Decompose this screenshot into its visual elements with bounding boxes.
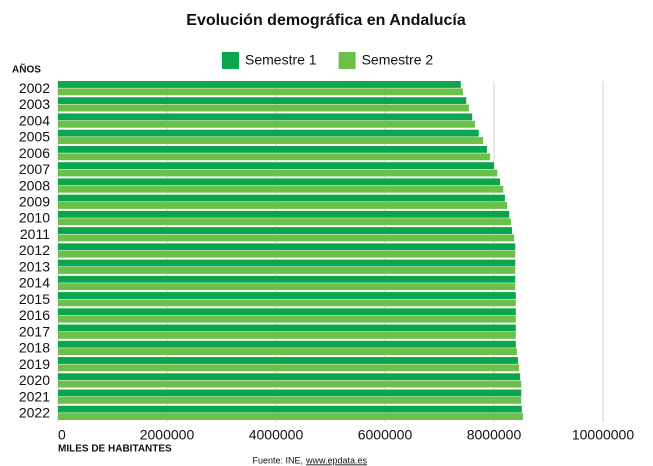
- bar: [58, 202, 508, 209]
- x-tick-label: 4000000: [249, 427, 304, 443]
- y-tick-label: 2005: [19, 129, 50, 145]
- y-axis-label: AÑOS: [12, 63, 41, 76]
- source-link[interactable]: www.epdata.es: [305, 455, 368, 465]
- y-tick-label: 2007: [19, 161, 50, 177]
- bar: [58, 315, 516, 323]
- y-tick-label: 2004: [19, 112, 50, 128]
- bar: [58, 259, 516, 267]
- bar: [58, 396, 522, 404]
- x-tick-label: 8000000: [467, 427, 522, 443]
- x-tick-label: 0: [58, 427, 66, 443]
- bar: [58, 210, 510, 218]
- bar: [58, 81, 461, 88]
- bar: [58, 178, 500, 186]
- bar: [58, 266, 516, 274]
- y-tick-label: 2022: [19, 405, 50, 421]
- bar: [58, 194, 505, 202]
- y-tick-label: 2002: [19, 80, 50, 96]
- bar: [58, 227, 512, 235]
- legend-swatch: [222, 52, 239, 69]
- y-tick-label: 2011: [20, 226, 50, 242]
- bar: [58, 380, 522, 388]
- bar: [58, 162, 494, 170]
- bar: [58, 308, 516, 316]
- legend-label: Semestre 2: [362, 52, 434, 68]
- bar: [58, 243, 516, 251]
- bar: [58, 97, 467, 105]
- bar: [58, 185, 504, 193]
- bar: [58, 405, 522, 413]
- bar: [58, 348, 517, 356]
- bar: [58, 389, 522, 397]
- y-tick-label: 2016: [19, 307, 50, 323]
- bar: [58, 292, 516, 299]
- bar: [58, 340, 516, 348]
- bar: [58, 104, 469, 112]
- bar: [58, 218, 511, 226]
- y-tick-label: 2006: [19, 145, 50, 161]
- y-tick-label: 2008: [19, 177, 50, 193]
- legend-swatch: [338, 52, 356, 69]
- bar: [58, 373, 521, 381]
- bar: [58, 250, 516, 258]
- y-tick-label: 2019: [19, 356, 50, 372]
- bar: [58, 113, 473, 121]
- y-tick-label: 2018: [19, 340, 50, 356]
- y-tick-label: 2003: [19, 96, 50, 112]
- y-tick-label: 2010: [19, 210, 50, 226]
- bar: [58, 234, 515, 242]
- y-tick-label: 2013: [19, 258, 50, 274]
- y-tick-label: 2012: [19, 242, 50, 258]
- y-tick-label: 2017: [19, 323, 50, 339]
- x-tick-label: 10000000: [572, 427, 635, 443]
- legend-label: Semestre 1: [245, 52, 317, 68]
- bar: [58, 137, 484, 144]
- y-tick-label: 2015: [19, 291, 50, 307]
- bar: [58, 275, 516, 283]
- x-tick-label: 6000000: [358, 427, 413, 443]
- bar: [58, 324, 516, 332]
- bar: [58, 413, 523, 420]
- bar: [58, 364, 520, 372]
- chart-title: Evolución demográfica en Andalucía: [186, 12, 466, 29]
- y-tick-label: 2009: [19, 193, 50, 209]
- bar: [58, 169, 498, 177]
- bar: [58, 283, 516, 291]
- bar: [58, 120, 475, 128]
- y-tick-label: 2020: [19, 372, 50, 388]
- bar: [58, 357, 518, 364]
- bar: [58, 145, 487, 153]
- bar: [58, 88, 463, 96]
- x-tick-label: 2000000: [140, 427, 195, 443]
- source: Fuente: INE,: [252, 455, 303, 465]
- y-tick-label: 2014: [19, 275, 50, 291]
- y-tick-label: 2021: [19, 388, 50, 404]
- bar: [58, 331, 516, 339]
- x-axis-label: MILES DE HABITANTES: [58, 444, 172, 455]
- bar: [58, 129, 479, 137]
- bar: [58, 299, 516, 307]
- bar: [58, 153, 491, 161]
